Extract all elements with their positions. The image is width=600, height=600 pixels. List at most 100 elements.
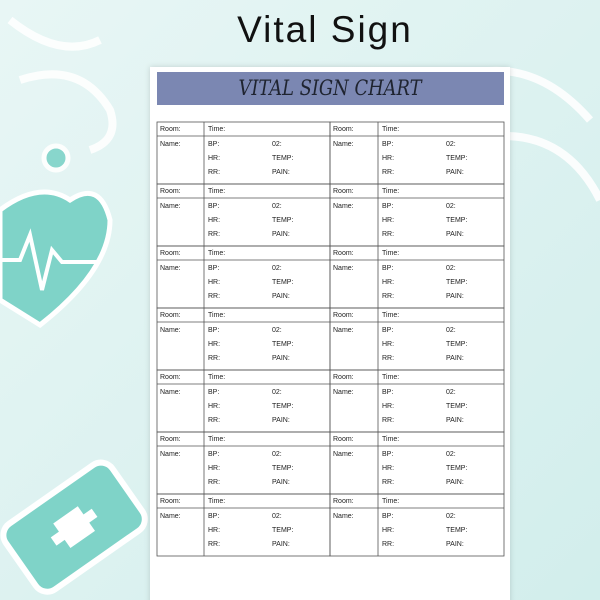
- name-label: Name:: [160, 513, 181, 520]
- time-label: Time:: [382, 374, 399, 381]
- sheet-header-bar: [157, 72, 504, 105]
- o2-label: 02:: [272, 389, 282, 396]
- room-label: Room:: [160, 374, 181, 381]
- bp-label: BP:: [382, 513, 393, 520]
- time-label: Time:: [382, 250, 399, 257]
- room-label: Room:: [160, 312, 181, 319]
- name-label: Name:: [160, 141, 181, 148]
- pain-label: PAIN:: [272, 169, 290, 176]
- time-label: Time:: [208, 250, 225, 257]
- rr-label: RR:: [382, 169, 394, 176]
- room-label: Room:: [160, 498, 181, 505]
- temp-label: TEMP:: [272, 341, 293, 348]
- bp-label: BP:: [208, 389, 219, 396]
- syringe-icon: [0, 459, 148, 595]
- bp-label: BP:: [382, 451, 393, 458]
- room-label: Room:: [333, 498, 354, 505]
- rr-label: RR:: [382, 479, 394, 486]
- bp-label: BP:: [208, 141, 219, 148]
- bp-label: BP:: [208, 451, 219, 458]
- o2-label: 02:: [272, 451, 282, 458]
- room-label: Room:: [160, 436, 181, 443]
- time-label: Time:: [382, 498, 399, 505]
- rr-label: RR:: [382, 355, 394, 362]
- time-label: Time:: [382, 312, 399, 319]
- bp-label: BP:: [208, 203, 219, 210]
- rr-label: RR:: [208, 169, 220, 176]
- pain-label: PAIN:: [446, 293, 464, 300]
- hr-label: HR:: [208, 403, 220, 410]
- bp-label: BP:: [208, 265, 219, 272]
- name-label: Name:: [333, 141, 354, 148]
- hr-label: HR:: [382, 527, 394, 534]
- pain-label: PAIN:: [446, 479, 464, 486]
- time-label: Time:: [208, 436, 225, 443]
- bp-label: BP:: [208, 513, 219, 520]
- pain-label: PAIN:: [446, 355, 464, 362]
- rr-label: RR:: [382, 293, 394, 300]
- rr-label: RR:: [208, 541, 220, 548]
- o2-label: 02:: [446, 389, 456, 396]
- bp-label: BP:: [382, 203, 393, 210]
- temp-label: TEMP:: [446, 403, 467, 410]
- block-border: [329, 493, 505, 557]
- room-label: Room:: [160, 188, 181, 195]
- pain-label: PAIN:: [272, 417, 290, 424]
- o2-label: 02:: [272, 327, 282, 334]
- room-label: Room:: [333, 188, 354, 195]
- hr-label: HR:: [382, 403, 394, 410]
- mockup-title: Vital Sign: [237, 9, 413, 50]
- room-label: Room:: [333, 126, 354, 133]
- rr-label: RR:: [208, 479, 220, 486]
- hr-label: HR:: [208, 279, 220, 286]
- time-label: Time:: [208, 498, 225, 505]
- room-label: Room:: [160, 250, 181, 257]
- rr-label: RR:: [382, 417, 394, 424]
- pain-label: PAIN:: [446, 417, 464, 424]
- name-label: Name:: [160, 451, 181, 458]
- hr-label: HR:: [208, 217, 220, 224]
- room-label: Room:: [333, 312, 354, 319]
- pain-label: PAIN:: [446, 541, 464, 548]
- sheet-header: VITAL SIGN CHART: [238, 76, 423, 101]
- name-label: Name:: [160, 327, 181, 334]
- time-label: Time:: [208, 126, 225, 133]
- pulse-line: [0, 228, 100, 291]
- o2-label: 02:: [272, 141, 282, 148]
- o2-label: 02:: [272, 265, 282, 272]
- pain-label: PAIN:: [272, 231, 290, 238]
- rr-label: RR:: [208, 417, 220, 424]
- hr-label: HR:: [208, 527, 220, 534]
- rr-label: RR:: [382, 231, 394, 238]
- temp-label: TEMP:: [446, 341, 467, 348]
- temp-label: TEMP:: [446, 217, 467, 224]
- name-label: Name:: [333, 389, 354, 396]
- hr-label: HR:: [382, 279, 394, 286]
- bp-label: BP:: [208, 327, 219, 334]
- name-label: Name:: [333, 327, 354, 334]
- name-label: Name:: [160, 203, 181, 210]
- name-label: Name:: [333, 451, 354, 458]
- hr-label: HR:: [382, 341, 394, 348]
- name-label: Name:: [333, 513, 354, 520]
- hr-label: HR:: [208, 465, 220, 472]
- name-label: Name:: [160, 389, 181, 396]
- temp-label: TEMP:: [272, 527, 293, 534]
- temp-label: TEMP:: [446, 465, 467, 472]
- name-label: Name:: [333, 265, 354, 272]
- hr-label: HR:: [382, 155, 394, 162]
- hr-label: HR:: [382, 217, 394, 224]
- rr-label: RR:: [208, 231, 220, 238]
- pain-label: PAIN:: [272, 541, 290, 548]
- time-label: Time:: [382, 436, 399, 443]
- time-label: Time:: [382, 188, 399, 195]
- rr-label: RR:: [208, 355, 220, 362]
- o2-label: 02:: [272, 203, 282, 210]
- pain-label: PAIN:: [272, 355, 290, 362]
- time-label: Time:: [208, 374, 225, 381]
- temp-label: TEMP:: [272, 279, 293, 286]
- name-label: Name:: [333, 203, 354, 210]
- o2-label: 02:: [446, 265, 456, 272]
